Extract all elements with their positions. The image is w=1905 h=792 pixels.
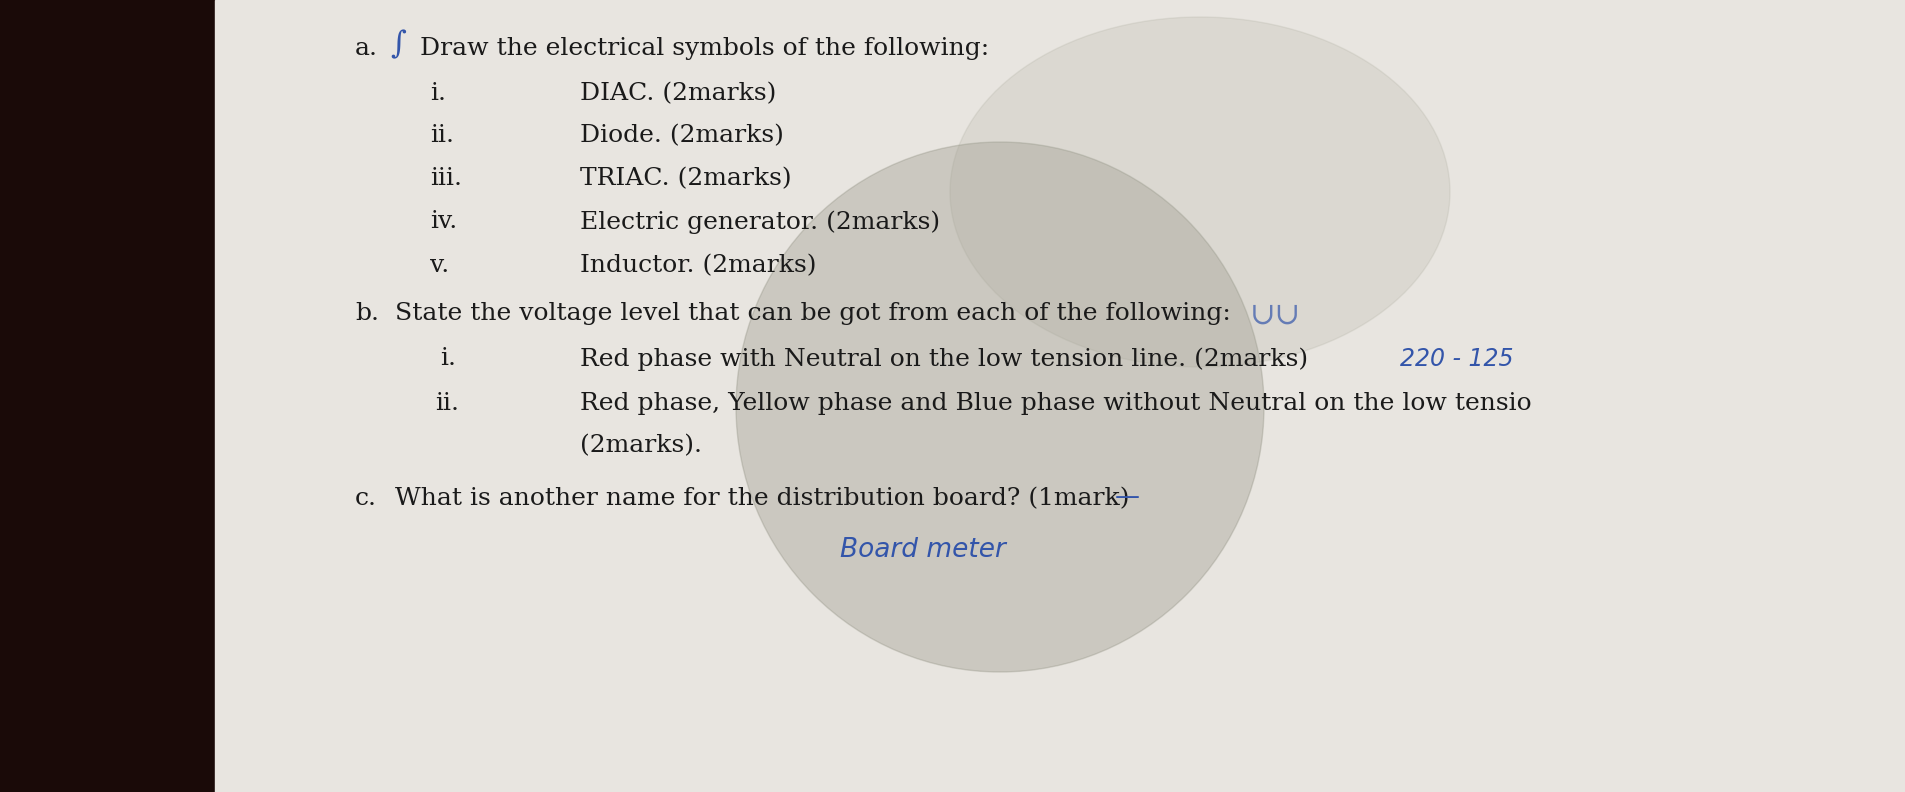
Ellipse shape <box>735 142 1263 672</box>
Text: iv.: iv. <box>431 210 457 233</box>
Bar <box>0 0 215 792</box>
Text: What is another name for the distribution board? (1mark): What is another name for the distributio… <box>394 487 1130 510</box>
Text: DIAC. (2marks): DIAC. (2marks) <box>579 82 775 105</box>
Text: Inductor. (2marks): Inductor. (2marks) <box>579 254 815 277</box>
Text: Electric generator. (2marks): Electric generator. (2marks) <box>579 210 939 234</box>
Text: v.: v. <box>431 254 450 277</box>
Text: (2marks).: (2marks). <box>579 434 701 457</box>
Text: ∪∪: ∪∪ <box>1250 300 1301 331</box>
Text: ∫: ∫ <box>391 29 406 60</box>
Text: ii.: ii. <box>431 124 453 147</box>
Text: Diode. (2marks): Diode. (2marks) <box>579 124 783 147</box>
Text: Board meter: Board meter <box>840 537 1006 563</box>
Text: i.: i. <box>440 347 455 370</box>
Text: Draw the electrical symbols of the following:: Draw the electrical symbols of the follo… <box>419 37 989 60</box>
Text: Red phase with Neutral on the low tension line. (2marks): Red phase with Neutral on the low tensio… <box>579 347 1307 371</box>
Text: c.: c. <box>354 487 377 510</box>
Ellipse shape <box>949 17 1450 367</box>
Text: TRIAC. (2marks): TRIAC. (2marks) <box>579 167 791 190</box>
Text: iii.: iii. <box>431 167 461 190</box>
Text: b.: b. <box>354 302 379 325</box>
Text: —: — <box>1114 485 1139 509</box>
Text: ii.: ii. <box>434 392 459 415</box>
Text: Red phase, Yellow phase and Blue phase without Neutral on the low tensio: Red phase, Yellow phase and Blue phase w… <box>579 392 1532 415</box>
Bar <box>215 0 1905 792</box>
Text: i.: i. <box>431 82 446 105</box>
Text: State the voltage level that can be got from each of the following:: State the voltage level that can be got … <box>394 302 1231 325</box>
Text: 220 - 125: 220 - 125 <box>1400 347 1513 371</box>
Text: a.: a. <box>354 37 377 60</box>
